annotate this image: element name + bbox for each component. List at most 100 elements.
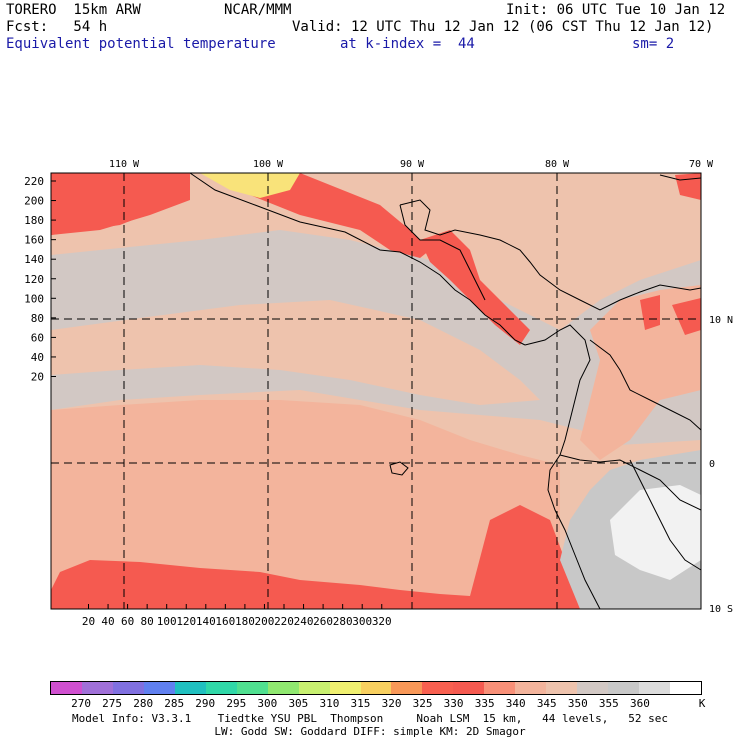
field-patch-yellow (200, 173, 300, 198)
lon-label-90w: 90 W (400, 159, 425, 170)
x-ticks: 20 40 60 80 100 120 140 160 180 200 220 240 260 280 30… (82, 604, 392, 628)
theta-e-map: 110 W 100 W 90 W 80 W 70 W 10 N 0 10 S 2… (24, 159, 733, 628)
field-patch-red-ne2 (672, 298, 701, 335)
colorbar-swatch (360, 682, 392, 694)
field-band-salmon-south (51, 400, 560, 609)
map-border (50, 172, 702, 610)
colorbar-label: 295 (226, 697, 247, 710)
colorbar-label: 355 (598, 697, 619, 710)
colorbar-label: 285 (164, 697, 185, 710)
x-tick-label: 140 (196, 615, 216, 628)
colorbar-label: 290 (195, 697, 216, 710)
colorbar-swatch (267, 682, 299, 694)
field-patch-red-ne1 (640, 295, 660, 330)
x-tick-label: 80 (141, 615, 154, 628)
lat-label-0: 0 (709, 459, 715, 470)
colorbar-swatch (422, 682, 454, 694)
colorbar-label: 350 (567, 697, 588, 710)
lon-label-100w: 100 W (253, 159, 284, 170)
colorbar-label: 300 (257, 697, 278, 710)
colorbar-swatch (546, 682, 578, 694)
colorbar-swatch (577, 682, 609, 694)
x-tick-label: 100 (157, 615, 177, 628)
x-tick-label: 300 (352, 615, 372, 628)
y-tick-label: 120 (24, 273, 44, 286)
coast-yucatan-gulf (399, 199, 702, 311)
colorbar-label: 310 (319, 697, 340, 710)
colorbar-swatch (143, 682, 175, 694)
colorbar-label: 275 (102, 697, 123, 710)
x-tick-label: 60 (121, 615, 134, 628)
colorbar-swatch (608, 682, 640, 694)
y-tick-label: 160 (24, 234, 44, 247)
border-panama-colombia (524, 324, 591, 456)
colorbar-swatch (112, 682, 144, 694)
colorbar-swatch (391, 682, 423, 694)
colorbar-swatch (236, 682, 268, 694)
lon-label-80w: 80 W (545, 159, 570, 170)
y-tick-label: 40 (31, 351, 44, 364)
coast-galapagos (389, 461, 409, 476)
field-band-red-south (51, 505, 580, 609)
coastlines (189, 172, 702, 610)
colorbar-swatch (329, 682, 361, 694)
init-time: Init: 06 UTC Tue 10 Jan 12 (506, 2, 726, 18)
field-shading (51, 173, 701, 609)
colorbar-swatch (670, 682, 702, 694)
colorbar-label: 330 (443, 697, 464, 710)
colorbar-label: 280 (133, 697, 154, 710)
colorbar-swatch (515, 682, 547, 694)
x-tick-label: 40 (101, 615, 114, 628)
colorbar-label: 270 (71, 697, 91, 710)
border-ecuador-peru (559, 454, 702, 511)
x-tick-label: 240 (294, 615, 314, 628)
model-title: TORERO 15km ARW (6, 2, 141, 18)
x-tick-label: 220 (274, 615, 294, 628)
y-tick-label: 140 (24, 253, 44, 266)
y-tick-label: 80 (31, 312, 44, 325)
coast-mexico (189, 172, 526, 346)
x-tick-label: 280 (333, 615, 353, 628)
colorbar (50, 681, 702, 695)
x-tick-label: 260 (313, 615, 333, 628)
colorbar-label: 340 (505, 697, 526, 710)
colorbar-swatch (81, 682, 113, 694)
y-tick-label: 180 (24, 214, 44, 227)
coast-caribbean-islands (659, 174, 702, 181)
colorbar-unit: K (698, 697, 706, 710)
field-patch-red-ca (420, 230, 530, 345)
coast-south-america (547, 454, 601, 610)
y-ticks: 220 200 180 160 140 120 100 80 60 40 20 (24, 175, 56, 384)
colorbar-label: 345 (536, 697, 557, 710)
smoothing-value: sm= 2 (632, 36, 675, 52)
border-colombia-venezuela (589, 339, 702, 431)
x-tick-label: 200 (255, 615, 275, 628)
forecast-hour: Fcst: 54 h (6, 19, 108, 35)
colorbar-swatch (51, 682, 82, 694)
border-central-america (399, 204, 486, 301)
field-band-red-nw2 (51, 173, 190, 235)
colorbar-label: 305 (288, 697, 309, 710)
x-tick-label: 20 (82, 615, 95, 628)
colorbar-swatch (484, 682, 516, 694)
field-name: Equivalent potential temperature (6, 36, 276, 52)
y-tick-label: 200 (24, 195, 44, 208)
level-index: at k-index = 44 (340, 36, 475, 52)
colorbar-label: 325 (412, 697, 433, 710)
graticule (51, 173, 701, 609)
colorbar-swatch (174, 682, 206, 694)
y-tick-label: 220 (24, 175, 44, 188)
y-tick-label: 100 (24, 292, 44, 305)
model-info-line2: LW: Godd SW: Goddard DIFF: simple KM: 2D… (214, 725, 526, 738)
colorbar-swatch (298, 682, 330, 694)
x-tick-label: 160 (215, 615, 235, 628)
colorbar-swatch (453, 682, 485, 694)
colorbar-label: 315 (350, 697, 371, 710)
y-tick-label: 20 (31, 371, 44, 384)
lat-label-10n: 10 N (709, 315, 733, 326)
x-tick-label: 120 (176, 615, 196, 628)
colorbar-swatch (205, 682, 237, 694)
field-patch-salmon-ne (580, 285, 701, 460)
lon-label-110w: 110 W (109, 159, 140, 170)
x-tick-label: 320 (372, 615, 392, 628)
